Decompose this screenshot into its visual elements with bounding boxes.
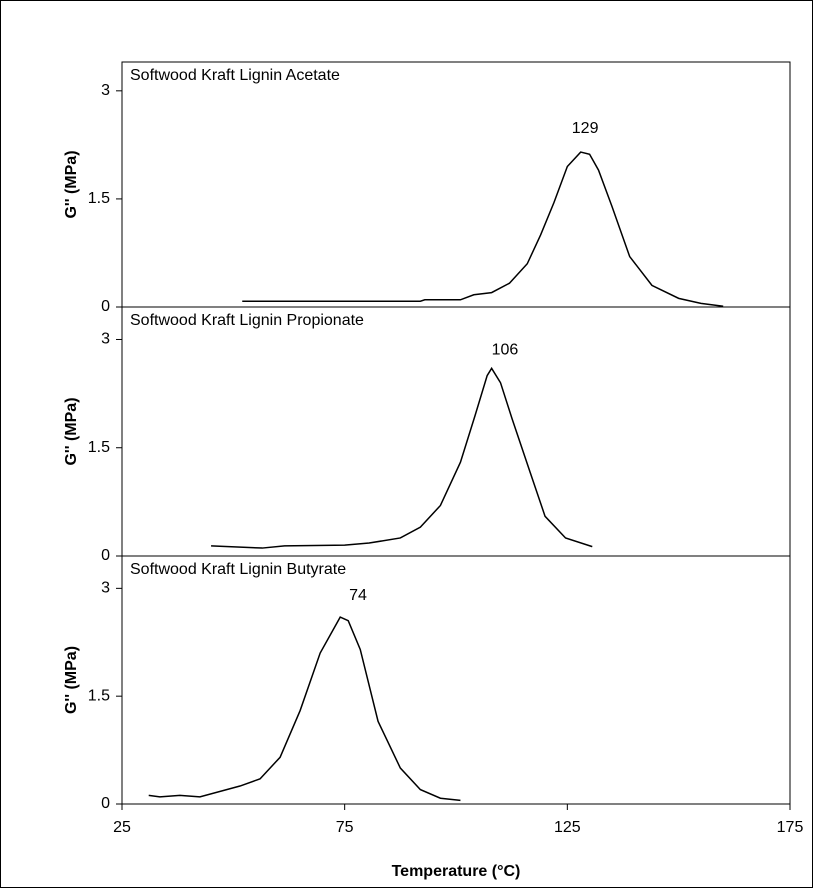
plot-frame (121, 555, 791, 805)
y-tick-label: 1.5 (88, 439, 110, 456)
x-tick-label: 75 (336, 819, 354, 836)
y-tick-label: 3 (101, 331, 110, 348)
y-axis-label: G'' (MPa) (63, 646, 80, 714)
y-axis-label: G'' (MPa) (63, 150, 80, 218)
x-tick-label: 175 (777, 819, 804, 836)
peak-label: 106 (492, 342, 519, 359)
x-tick-label: 125 (554, 819, 581, 836)
y-axis-label: G'' (MPa) (63, 397, 80, 465)
plot-frame (121, 306, 791, 557)
plot-frame (121, 61, 791, 308)
y-tick-label: 1.5 (88, 190, 110, 207)
y-tick-label: 3 (101, 82, 110, 99)
y-tick-label: 1.5 (88, 687, 110, 704)
y-tick-label: 3 (101, 580, 110, 597)
x-tick-label: 25 (113, 819, 131, 836)
x-axis-label: Temperature (°C) (392, 863, 521, 880)
panel-title: Softwood Kraft Lignin Acetate (130, 67, 340, 84)
peak-label: 129 (572, 120, 599, 137)
y-tick-label: 0 (101, 547, 110, 564)
data-line (242, 151, 724, 308)
y-tick-label: 0 (101, 298, 110, 315)
data-line (211, 366, 593, 549)
y-tick-label: 0 (101, 795, 110, 812)
data-line (148, 616, 461, 802)
peak-label: 74 (349, 587, 367, 604)
panel-title: Softwood Kraft Lignin Butyrate (130, 561, 346, 578)
panel-title: Softwood Kraft Lignin Propionate (130, 312, 364, 329)
